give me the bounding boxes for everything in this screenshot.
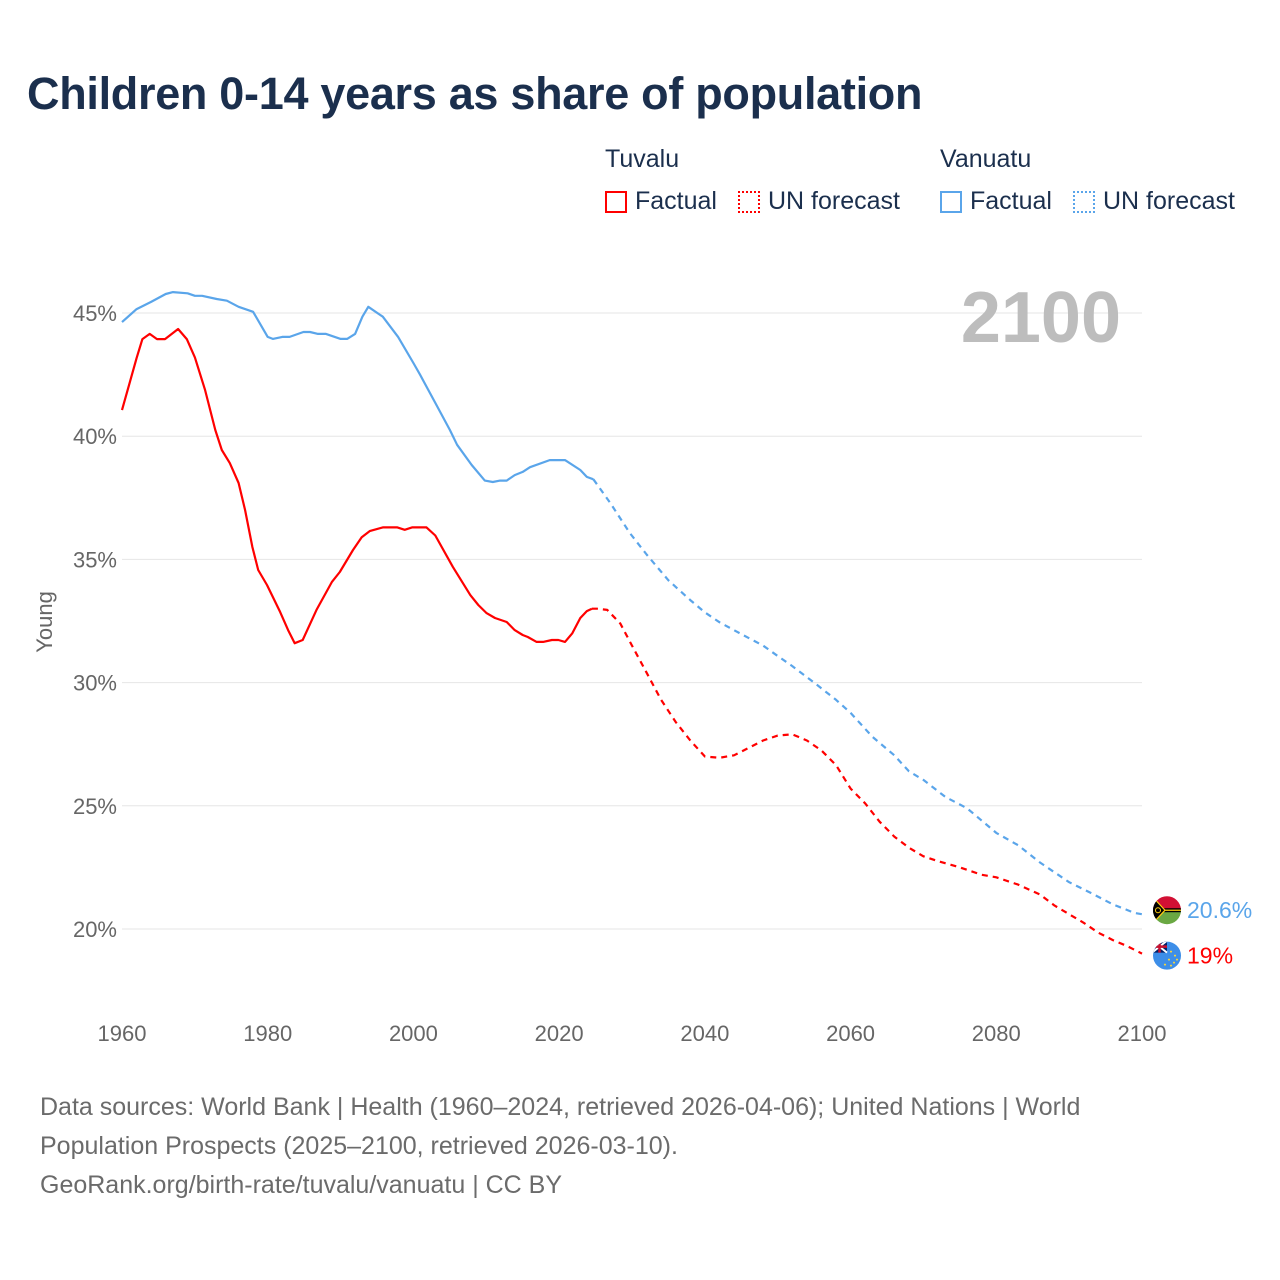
y-tick-label: 40% (73, 424, 117, 449)
y-tick-label: 30% (73, 671, 117, 696)
x-tick-label: 2060 (826, 1021, 875, 1046)
footer-sources: Data sources: World Bank | Health (1960–… (40, 1093, 1081, 1121)
series-line-tuvalu-forecast (591, 607, 1143, 955)
legend-label: Factual (635, 187, 717, 215)
series-line-vanuatu-forecast (592, 478, 1143, 916)
y-tick-label: 45% (73, 301, 117, 326)
end-value-label: 20.6% (1187, 897, 1252, 923)
year-label: 2100 (961, 278, 1121, 358)
y-tick-label: 25% (73, 794, 117, 819)
flag-star (1168, 958, 1170, 961)
x-tick-label: 1960 (98, 1021, 147, 1046)
x-tick-label: 2100 (1118, 1021, 1167, 1046)
flag-star (1170, 950, 1172, 953)
legend-item-vanuatu-factual[interactable]: Factual (940, 187, 1052, 216)
x-tick-label: 1980 (243, 1021, 292, 1046)
flag-triangle (1153, 896, 1166, 925)
flag-body (1153, 896, 1181, 925)
footer-link[interactable]: GeoRank.org/birth-rate/tuvalu/vanuatu | … (40, 1171, 563, 1199)
y-axis-label: Young (32, 591, 57, 653)
legend-swatch-solid (940, 190, 962, 213)
legend-item-tuvalu-factual[interactable]: Factual (605, 187, 717, 216)
flag-star (1176, 958, 1178, 961)
vanuatu-flag-icon (1153, 896, 1181, 925)
y-tick-label: 35% (73, 547, 117, 572)
series-line-tuvalu-factual (120, 327, 593, 645)
legend-group-vanuatu: Vanuatu Factual UN forecast (940, 145, 1235, 215)
legend-label: Factual (970, 187, 1052, 215)
footer: Data sources: World Bank | Health (1960–… (40, 1088, 1080, 1205)
flag-body (1153, 941, 1181, 970)
y-tick-label: 20% (73, 917, 117, 942)
series-line-vanuatu-factual (121, 291, 594, 484)
chart-title: Children 0-14 years as share of populati… (27, 68, 923, 119)
legend-swatch-dotted (738, 190, 760, 213)
legend-swatch-solid (605, 190, 627, 213)
x-tick-label: 2020 (535, 1021, 584, 1046)
flag-star (1170, 964, 1172, 967)
legend-item-vanuatu-forecast[interactable]: UN forecast (1073, 187, 1235, 216)
legend-swatch-dotted (1073, 190, 1095, 213)
legend-item-tuvalu-forecast[interactable]: UN forecast (738, 187, 900, 216)
x-tick-label: 2040 (680, 1021, 729, 1046)
legend-label: UN forecast (768, 187, 900, 215)
legend-group-tuvalu: Tuvalu Factual UN forecast (605, 145, 900, 215)
legend-label: UN forecast (1103, 187, 1235, 215)
tuvalu-flag-icon (1153, 941, 1181, 970)
flag-star (1164, 963, 1166, 966)
end-value-label: 19% (1187, 943, 1233, 969)
flag-emblem (1155, 907, 1161, 914)
flag-star (1173, 961, 1175, 964)
x-tick-label: 2080 (972, 1021, 1021, 1046)
x-tick-label: 2000 (389, 1021, 438, 1046)
footer-sources-cont: Population Prospects (2025–2100, retriev… (40, 1132, 678, 1160)
legend-group-title: Tuvalu (605, 145, 680, 173)
legend-group-title: Vanuatu (940, 145, 1032, 173)
flag-star (1174, 954, 1176, 957)
